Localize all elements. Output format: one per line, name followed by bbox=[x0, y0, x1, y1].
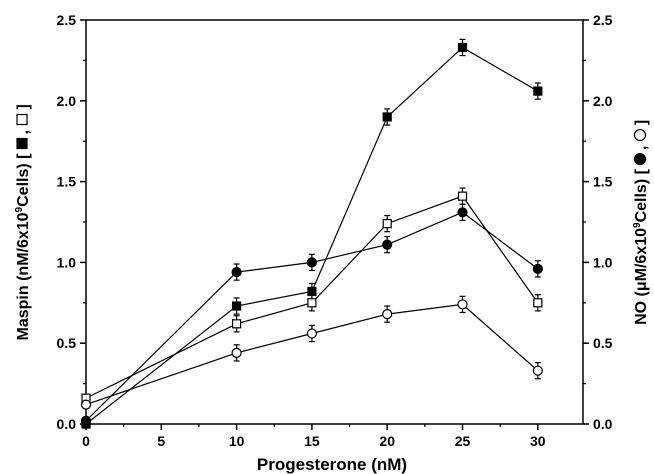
data-point bbox=[382, 239, 393, 250]
data-point bbox=[532, 365, 543, 376]
x-tick-label: 30 bbox=[530, 433, 546, 449]
data-point bbox=[457, 191, 468, 201]
x-tick-label: 25 bbox=[455, 433, 471, 449]
y-left-title-bracket-close: ] bbox=[15, 104, 32, 109]
y-right-tick-label: 1.5 bbox=[593, 174, 613, 190]
data-point bbox=[232, 301, 242, 311]
data-point bbox=[231, 347, 242, 358]
data-point bbox=[633, 152, 647, 166]
data-point bbox=[16, 137, 28, 150]
data-point bbox=[382, 309, 393, 320]
data-point bbox=[16, 113, 28, 126]
y-right-title-main: NO (μM/6x10 bbox=[633, 228, 650, 325]
series-line bbox=[85, 211, 539, 422]
x-axis-title: Progesterone (nM) bbox=[257, 455, 407, 474]
y-left-title-comma: , bbox=[15, 130, 32, 134]
y-left-title-tail: Cells) [ bbox=[15, 153, 32, 207]
y-left-tick-label: 0.0 bbox=[57, 416, 77, 432]
data-point bbox=[306, 257, 318, 268]
series-filled-square bbox=[81, 38, 543, 429]
data-point bbox=[80, 415, 92, 426]
y-left-tick-label: 1.0 bbox=[57, 254, 77, 270]
y-left-title-text: Maspin (nM/6x109Cells) [ bbox=[14, 153, 32, 341]
x-tick-label: 15 bbox=[304, 433, 320, 449]
data-point bbox=[80, 399, 92, 410]
y-right-tick-label: 2.0 bbox=[593, 93, 613, 109]
y-left-title-superscript: 9 bbox=[14, 206, 25, 212]
y-axis-left-title: Maspin (nM/6x109Cells) [,] bbox=[14, 104, 32, 340]
data-point bbox=[382, 112, 392, 122]
y-axis-right-ticks: 0.0 0.5 1.0 1.5 2.0 2.5 bbox=[583, 12, 613, 432]
data-point bbox=[633, 128, 647, 142]
y-right-tick-label: 2.5 bbox=[593, 12, 613, 28]
y-right-tick-label: 1.0 bbox=[593, 254, 613, 270]
series-line bbox=[85, 303, 539, 406]
x-tick-label: 20 bbox=[379, 433, 395, 449]
y-right-title-text: NO (μM/6x109Cells) [ bbox=[632, 168, 650, 325]
data-point bbox=[306, 328, 318, 339]
y-left-title-main: Maspin (nM/6x10 bbox=[15, 212, 32, 340]
data-point bbox=[232, 319, 242, 329]
y-right-title-superscript: 9 bbox=[632, 222, 643, 228]
y-right-tick-label: 0.5 bbox=[593, 335, 613, 351]
y-left-tick-label: 2.5 bbox=[57, 12, 77, 28]
series-layer bbox=[80, 38, 543, 429]
data-point bbox=[457, 42, 468, 53]
data-point bbox=[533, 298, 543, 308]
x-tick-label: 5 bbox=[157, 433, 165, 449]
y-right-title-comma: , bbox=[633, 146, 650, 150]
x-tick-label: 10 bbox=[229, 433, 245, 449]
data-point bbox=[231, 266, 242, 278]
data-point bbox=[532, 263, 543, 274]
y-axis-right-title: NO (μM/6x109Cells) [,] bbox=[632, 120, 650, 325]
y-axis-left-ticks: 0.0 0.5 1.0 1.5 2.0 2.5 bbox=[57, 12, 86, 432]
data-point bbox=[457, 299, 468, 310]
x-tick-label: 0 bbox=[82, 433, 90, 449]
y-right-title-tail: Cells) [ bbox=[633, 168, 650, 222]
data-point bbox=[457, 207, 468, 218]
y-left-tick-label: 2.0 bbox=[57, 93, 77, 109]
y-right-title-bracket-close: ] bbox=[633, 120, 650, 125]
y-right-tick-label: 0.0 bbox=[593, 416, 613, 432]
y-left-tick-label: 1.5 bbox=[57, 174, 77, 190]
x-axis-ticks: 0 5 10 15 20 25 30 bbox=[82, 424, 546, 449]
series-line bbox=[85, 195, 539, 399]
data-point bbox=[382, 219, 392, 229]
plot-border bbox=[85, 19, 584, 425]
series-filled-circle bbox=[80, 203, 543, 426]
data-point bbox=[307, 298, 317, 308]
data-point bbox=[533, 86, 543, 96]
series-line bbox=[85, 46, 539, 425]
y-left-tick-label: 0.5 bbox=[57, 335, 77, 351]
plot-frame bbox=[85, 19, 584, 425]
series-open-circle bbox=[80, 295, 543, 410]
